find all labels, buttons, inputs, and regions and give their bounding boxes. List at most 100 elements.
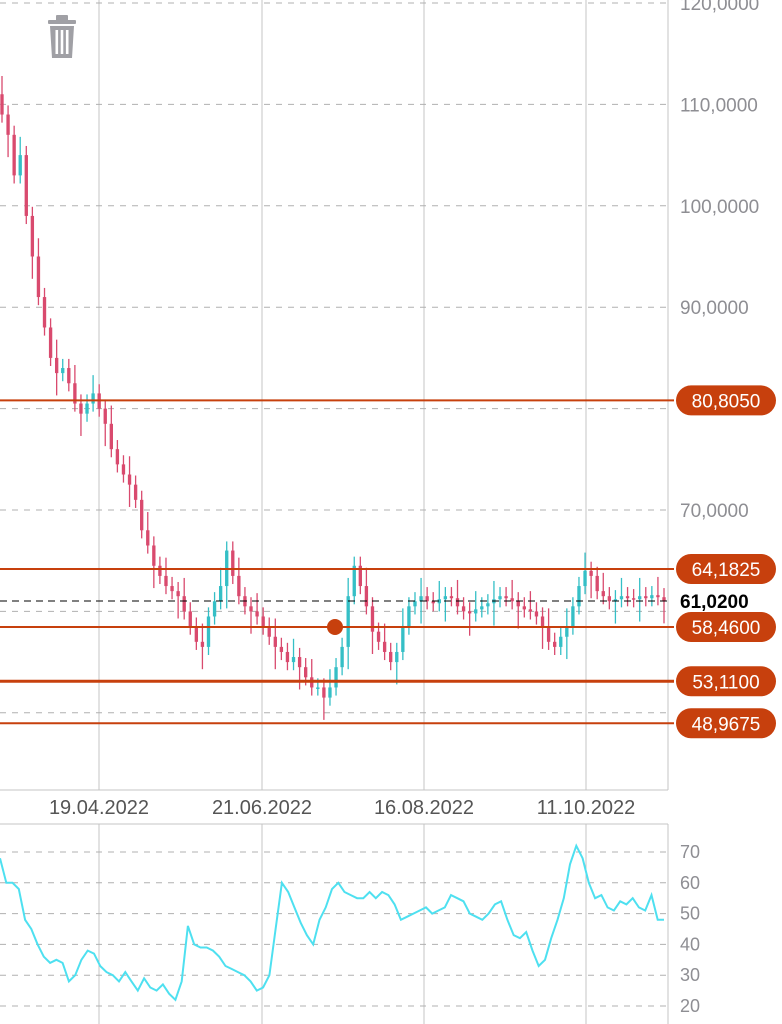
candle xyxy=(322,687,326,698)
candle xyxy=(443,596,448,600)
candle xyxy=(30,215,35,257)
rsi-tick-label: 30 xyxy=(680,965,700,985)
candle xyxy=(559,636,563,647)
candle xyxy=(589,570,593,576)
candle xyxy=(395,651,399,663)
rsi-tick-label: 70 xyxy=(680,842,700,862)
candle xyxy=(656,595,660,598)
candle xyxy=(407,606,411,627)
candle xyxy=(146,530,150,546)
rsi-line xyxy=(0,843,664,1002)
candle xyxy=(170,586,174,592)
candle xyxy=(425,596,429,602)
candle xyxy=(540,616,545,627)
candle xyxy=(340,646,344,668)
candle xyxy=(237,575,241,597)
candle xyxy=(212,601,217,617)
y-tick-label: 120,0000 xyxy=(680,0,759,15)
x-tick-label: 19.04.2022 xyxy=(49,797,149,819)
candle xyxy=(6,114,10,135)
candle xyxy=(389,651,393,663)
rsi-tick-label: 60 xyxy=(680,873,700,893)
candle xyxy=(553,641,557,647)
rsi-tick-label: 20 xyxy=(680,996,700,1016)
price-level-badge[interactable] xyxy=(676,666,776,697)
candle xyxy=(218,586,223,602)
candle xyxy=(650,595,654,599)
candle xyxy=(516,601,520,607)
price-level-label: 48,9675 xyxy=(692,714,761,735)
candle xyxy=(455,598,460,607)
candle xyxy=(73,383,77,404)
x-tick-label: 21.06.2022 xyxy=(212,797,312,819)
candle xyxy=(200,641,205,647)
candle xyxy=(613,599,618,602)
candle xyxy=(67,368,71,384)
candle xyxy=(297,657,302,668)
candle xyxy=(103,408,107,424)
candle xyxy=(565,626,569,637)
candle xyxy=(18,155,22,176)
candle xyxy=(91,393,95,404)
candle xyxy=(449,596,454,599)
price-level-label: 64,1825 xyxy=(692,560,761,581)
candle xyxy=(261,616,265,627)
candle xyxy=(121,464,126,475)
candle xyxy=(601,591,605,597)
x-tick-label: 16.08.2022 xyxy=(374,797,474,819)
candle xyxy=(413,601,417,607)
candle xyxy=(595,575,599,592)
candle xyxy=(474,609,478,614)
price-level-label: 58,4600 xyxy=(692,618,761,639)
candle xyxy=(54,357,59,374)
candle xyxy=(42,297,47,328)
price-level-badge[interactable] xyxy=(676,553,776,584)
y-tick-label: 110,0000 xyxy=(680,95,758,116)
candle xyxy=(382,641,387,652)
candle xyxy=(158,565,162,576)
candle xyxy=(303,667,308,678)
alert-marker[interactable] xyxy=(327,619,343,636)
candle xyxy=(528,609,533,612)
candle xyxy=(583,570,587,587)
candle xyxy=(36,256,41,298)
candle xyxy=(291,657,296,663)
candle xyxy=(231,550,235,576)
candle xyxy=(352,565,356,597)
candle xyxy=(358,565,363,587)
price-level-badge[interactable] xyxy=(676,612,776,643)
candle xyxy=(486,603,490,607)
candle xyxy=(419,596,423,602)
candle xyxy=(61,368,65,374)
candle xyxy=(249,606,253,612)
y-tick-label: 70,0000 xyxy=(680,501,749,522)
candle xyxy=(12,134,16,176)
candle xyxy=(376,631,381,642)
candle xyxy=(467,611,472,614)
candle xyxy=(133,484,138,500)
candle xyxy=(534,611,539,617)
trash-button[interactable] xyxy=(42,12,82,62)
candle xyxy=(625,596,630,599)
candle xyxy=(48,327,53,358)
candle xyxy=(267,626,271,637)
candle xyxy=(140,499,144,531)
price-level-badge[interactable] xyxy=(676,385,776,416)
rsi-tick-label: 40 xyxy=(680,934,700,954)
candle xyxy=(401,626,405,652)
candle xyxy=(437,599,441,604)
price-level-badge[interactable] xyxy=(676,708,776,739)
candle xyxy=(577,586,581,607)
candle xyxy=(631,598,636,600)
candle xyxy=(607,596,612,602)
candle xyxy=(571,606,575,627)
candle xyxy=(346,596,350,647)
candle xyxy=(316,687,320,689)
candle xyxy=(638,596,642,600)
candle xyxy=(85,403,89,414)
candle xyxy=(461,606,466,612)
candle xyxy=(328,687,332,698)
candle xyxy=(164,575,168,587)
candle xyxy=(510,598,514,602)
